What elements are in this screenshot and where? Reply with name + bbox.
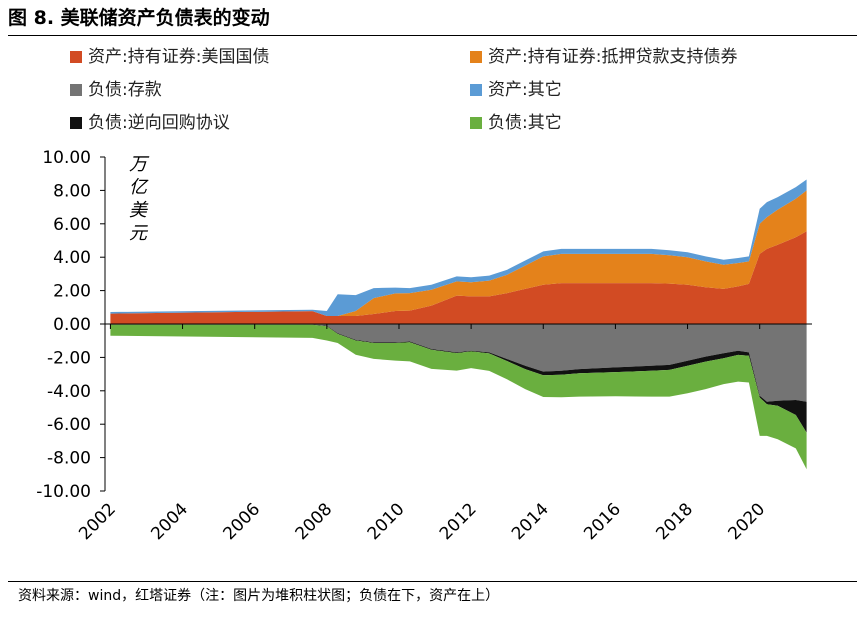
top-rule <box>8 35 857 36</box>
y-tick-label: -6.00 <box>47 415 91 435</box>
legend-swatch-other-assets <box>470 84 482 96</box>
legend-item-mbs: 资产:持有证券:抵押贷款支持债券 <box>470 44 737 70</box>
liability-area-2 <box>110 324 807 470</box>
y-tick-label: -8.00 <box>47 449 91 469</box>
legend-label-treasuries: 资产:持有证券:美国国债 <box>88 47 270 67</box>
y-axis-unit-char: 万 <box>129 154 150 175</box>
bottom-rule <box>8 581 857 582</box>
y-axis-unit-char: 亿 <box>129 177 149 198</box>
legend-item-other-liabilities: 负债:其它 <box>470 110 562 136</box>
x-tick-label: 2006 <box>219 499 264 544</box>
x-tick-label: 2002 <box>75 499 120 544</box>
y-tick-label: -10.00 <box>36 482 91 502</box>
y-tick-label: -4.00 <box>47 382 91 402</box>
y-tick-label: 6.00 <box>53 215 91 235</box>
legend-swatch-deposits <box>70 84 82 96</box>
y-tick-label: 10.00 <box>42 148 91 168</box>
legend-label-reverse-repo: 负债:逆向回购协议 <box>88 113 230 133</box>
x-tick-label: 2004 <box>147 499 192 544</box>
legend-swatch-mbs <box>470 51 482 63</box>
legend-label-other-assets: 资产:其它 <box>488 80 562 100</box>
source-note: 资料来源：wind，红塔证券（注：图片为堆积柱状图；负债在下，资产在上） <box>18 588 500 604</box>
x-tick-label: 2020 <box>724 499 769 544</box>
x-tick-label: 2014 <box>508 499 553 544</box>
x-tick-label: 2018 <box>652 499 697 544</box>
y-axis-unit-char: 元 <box>129 223 149 244</box>
legend-label-other-liabilities: 负债:其它 <box>488 113 562 133</box>
asset-area-0 <box>110 231 807 324</box>
y-tick-label: 0.00 <box>53 315 91 335</box>
x-tick-label: 2016 <box>580 499 625 544</box>
y-tick-label: 8.00 <box>53 181 91 201</box>
legend-swatch-reverse-repo <box>70 117 82 129</box>
x-tick-label: 2010 <box>364 499 409 544</box>
figure-title: 图 8. 美联储资产负债表的变动 <box>8 7 270 29</box>
y-tick-label: -2.00 <box>47 348 91 368</box>
legend-swatch-treasuries <box>70 51 82 63</box>
legend-item-treasuries: 资产:持有证券:美国国债 <box>70 44 269 70</box>
y-tick-label: 4.00 <box>53 248 91 268</box>
legend-swatch-other-liabilities <box>470 117 482 129</box>
x-tick-label: 2012 <box>436 499 481 544</box>
legend-label-mbs: 资产:持有证券:抵押贷款支持债券 <box>488 47 738 67</box>
legend-item-other-assets: 资产:其它 <box>470 77 562 103</box>
asset-area-1 <box>110 190 807 316</box>
liability-area-0 <box>110 324 807 402</box>
legend-item-deposits: 负债:存款 <box>70 77 162 103</box>
legend-item-reverse-repo: 负债:逆向回购协议 <box>70 110 230 136</box>
y-axis-unit-char: 美 <box>129 200 149 221</box>
y-tick-label: 2.00 <box>53 282 91 302</box>
x-tick-label: 2008 <box>292 499 337 544</box>
legend-label-deposits: 负债:存款 <box>88 80 162 100</box>
